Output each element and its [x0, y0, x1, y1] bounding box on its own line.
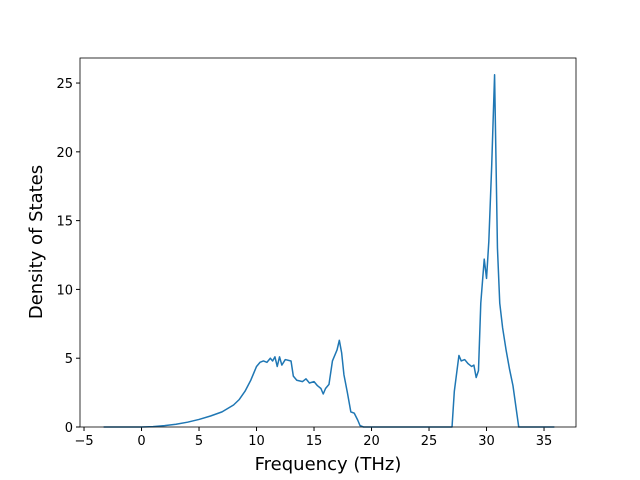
x-axis-label: Frequency (THz): [255, 454, 402, 475]
plot-frame: [79, 57, 577, 428]
y-tick-label: 0: [65, 421, 73, 436]
x-tick-label: −5: [74, 434, 93, 449]
y-tick-label: 5: [65, 352, 73, 367]
y-tick-label: 20: [56, 146, 73, 161]
line-series: [103, 74, 555, 428]
y-tick-label: 10: [56, 283, 73, 298]
x-tick-label: 5: [195, 434, 203, 449]
x-tick-label: 35: [536, 434, 553, 449]
x-tick-label: 0: [137, 434, 145, 449]
y-tick-label: 15: [56, 215, 73, 230]
y-axis-label: Density of States: [26, 165, 47, 319]
x-tick-label: 30: [478, 434, 495, 449]
y-tick-label: 25: [56, 77, 73, 92]
x-tick-label: 20: [363, 434, 380, 449]
x-tick-label: 15: [306, 434, 323, 449]
x-tick-label: 10: [248, 434, 265, 449]
x-tick-label: 25: [421, 434, 438, 449]
